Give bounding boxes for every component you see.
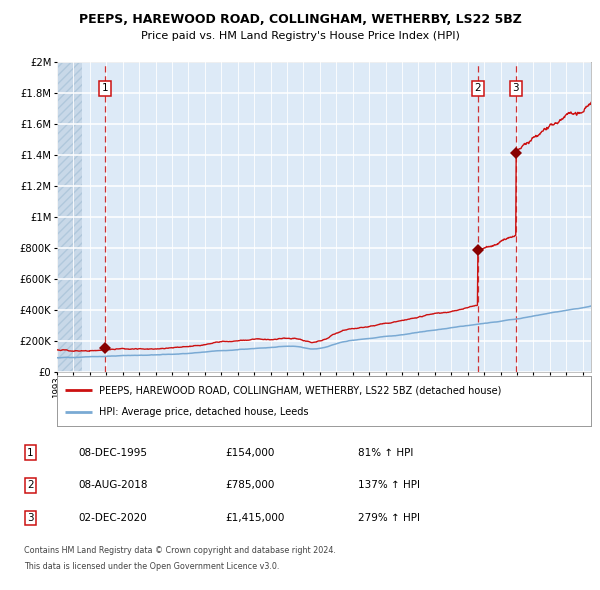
Text: £1,415,000: £1,415,000 xyxy=(225,513,284,523)
Text: This data is licensed under the Open Government Licence v3.0.: This data is licensed under the Open Gov… xyxy=(24,562,280,571)
Text: 137% ↑ HPI: 137% ↑ HPI xyxy=(358,480,419,490)
Text: PEEPS, HAREWOOD ROAD, COLLINGHAM, WETHERBY, LS22 5BZ: PEEPS, HAREWOOD ROAD, COLLINGHAM, WETHER… xyxy=(79,13,521,26)
Text: 02-DEC-2020: 02-DEC-2020 xyxy=(78,513,147,523)
Text: Price paid vs. HM Land Registry's House Price Index (HPI): Price paid vs. HM Land Registry's House … xyxy=(140,31,460,41)
Text: 08-DEC-1995: 08-DEC-1995 xyxy=(78,448,147,457)
Text: 279% ↑ HPI: 279% ↑ HPI xyxy=(358,513,419,523)
Text: HPI: Average price, detached house, Leeds: HPI: Average price, detached house, Leed… xyxy=(98,407,308,417)
Text: £154,000: £154,000 xyxy=(225,448,274,457)
Text: Contains HM Land Registry data © Crown copyright and database right 2024.: Contains HM Land Registry data © Crown c… xyxy=(24,546,336,555)
Text: PEEPS, HAREWOOD ROAD, COLLINGHAM, WETHERBY, LS22 5BZ (detached house): PEEPS, HAREWOOD ROAD, COLLINGHAM, WETHER… xyxy=(98,385,501,395)
Text: 81% ↑ HPI: 81% ↑ HPI xyxy=(358,448,413,457)
Text: 08-AUG-2018: 08-AUG-2018 xyxy=(78,480,148,490)
Text: 1: 1 xyxy=(102,83,109,93)
Text: £785,000: £785,000 xyxy=(225,480,274,490)
Text: 3: 3 xyxy=(27,513,34,523)
Text: 3: 3 xyxy=(512,83,519,93)
Text: 2: 2 xyxy=(475,83,481,93)
Text: 1: 1 xyxy=(27,448,34,457)
Text: 2: 2 xyxy=(27,480,34,490)
